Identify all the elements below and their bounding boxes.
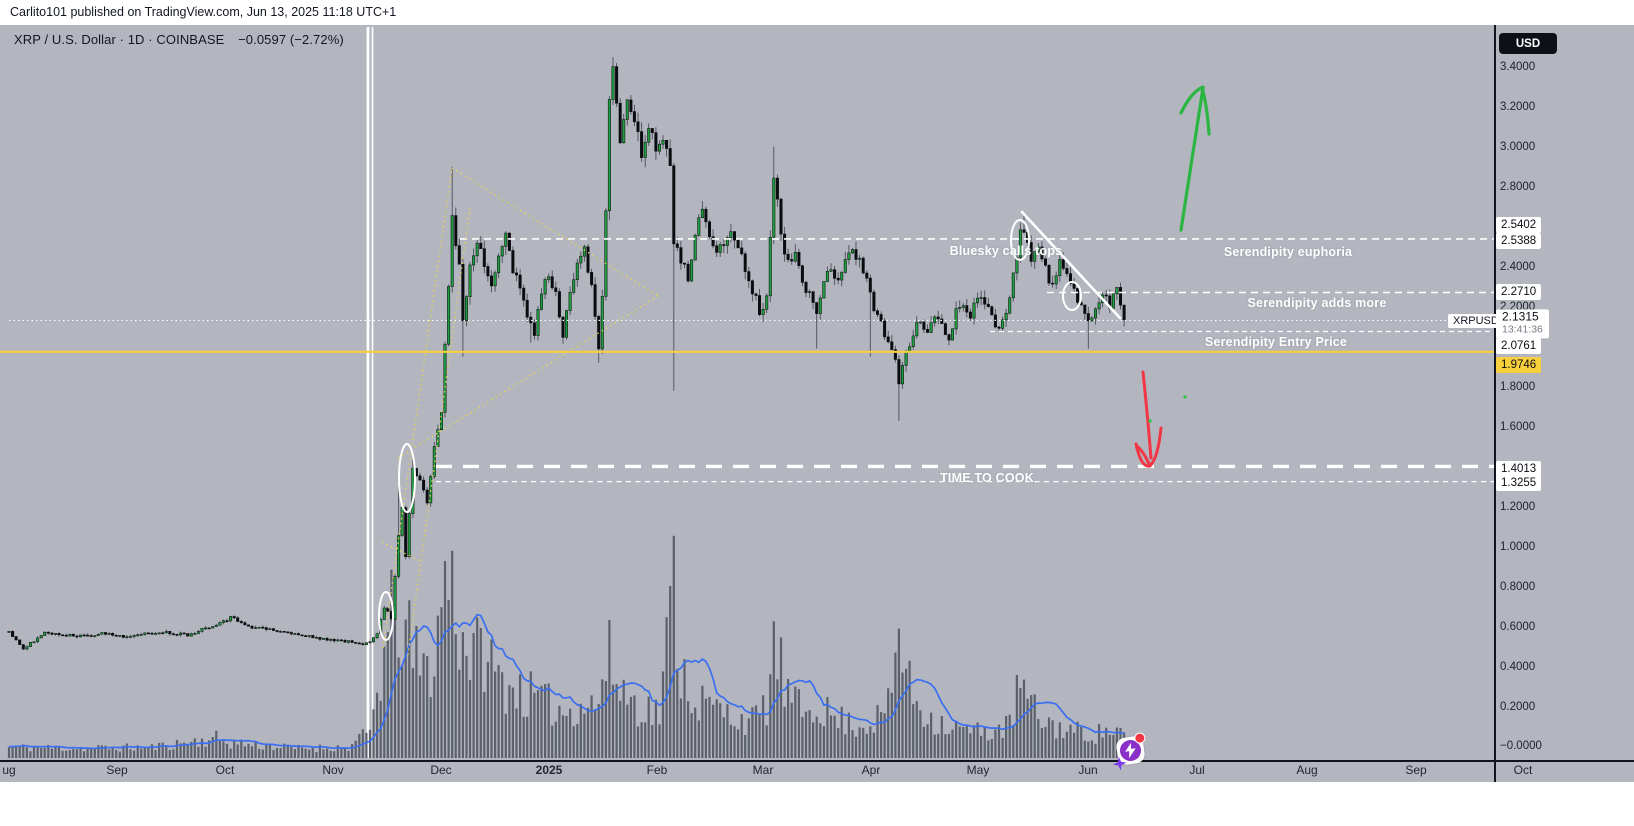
time-axis-border — [0, 760, 1634, 762]
price-level-label: 2.5388 — [1496, 233, 1542, 249]
time-axis-label: Dec — [430, 763, 452, 777]
price-tick: 3.2000 — [1500, 101, 1536, 113]
publish-bar: Carlito101 published on TradingView.com,… — [0, 0, 1634, 25]
time-axis-label: Oct — [215, 763, 235, 777]
currency-toggle-button[interactable]: USD — [1499, 33, 1557, 54]
price-level-label: 2.0761 — [1496, 338, 1542, 354]
symbol-description[interactable]: XRP / U.S. Dollar · 1D · COINBASE — [14, 32, 225, 47]
price-tick: 2.4000 — [1500, 261, 1536, 273]
price-tick: 1.0000 — [1500, 541, 1536, 553]
time-axis-label: Mar — [752, 763, 774, 777]
last-price-label: 2.1315 13:41:36 — [1496, 309, 1549, 339]
price-level-label: 2.5402 — [1496, 217, 1542, 233]
price-level-label: 1.4013 — [1496, 461, 1542, 477]
price-tick: 3.4000 — [1500, 61, 1536, 73]
time-axis-label: Sep — [1405, 763, 1427, 777]
time-axis-label: Oct — [1513, 763, 1533, 777]
price-tick: 1.6000 — [1500, 421, 1536, 433]
price-tick: 1.8000 — [1500, 381, 1536, 393]
time-axis-label: Feb — [646, 763, 668, 777]
price-level-label: 1.3255 — [1496, 475, 1542, 491]
time-axis-label: 2025 — [535, 763, 563, 777]
annotation-time-to-cook: TIME TO COOK — [940, 471, 1034, 485]
time-axis-label: May — [966, 763, 990, 777]
bar-countdown: 13:41:36 — [1502, 323, 1543, 336]
footer-bar: TradingView — [0, 782, 1634, 826]
annotation-bluesky-calls-tops: Bluesky calls tops — [949, 244, 1063, 258]
time-axis-label: ug — [2, 763, 16, 777]
spark-badge-icon[interactable] — [1112, 731, 1147, 771]
annotation-serendipity-euphoria: Serendipity euphoria — [1223, 245, 1353, 259]
price-change: −0.0597 (−2.72%) — [238, 32, 344, 47]
publish-attribution: Carlito101 published on TradingView.com,… — [10, 5, 397, 19]
price-tick: 3.0000 — [1500, 141, 1536, 153]
annotation-serendipity-adds-more: Serendipity adds more — [1247, 296, 1387, 310]
time-axis-label: Sep — [106, 763, 128, 777]
price-axis-border — [1494, 25, 1496, 782]
lightning-icon — [1118, 738, 1143, 763]
chart-legend[interactable]: XRP / U.S. Dollar · 1D · COINBASE −0.059… — [14, 32, 344, 47]
price-tick: 0.6000 — [1500, 621, 1536, 633]
price-tick: 0.8000 — [1500, 581, 1536, 593]
last-price-value: 2.1315 — [1502, 309, 1539, 324]
time-axis-label: Apr — [861, 763, 881, 777]
time-axis-label: Jul — [1189, 763, 1205, 777]
price-tick: 0.4000 — [1500, 661, 1536, 673]
annotation-serendipity-entry: Serendipity Entry Price — [1204, 335, 1348, 349]
price-tick: 0.2000 — [1500, 701, 1536, 713]
chart-background[interactable] — [0, 25, 1634, 782]
time-axis-label: Jun — [1078, 763, 1098, 777]
price-tick: −0.0000 — [1500, 740, 1542, 752]
time-axis-label: Nov — [322, 763, 344, 777]
symbol-price-tag: XRPUSD — [1448, 314, 1504, 328]
price-level-label: 2.2710 — [1496, 284, 1542, 300]
yellow-level-label: 1.9746 — [1496, 357, 1542, 373]
time-axis-label: Aug — [1296, 763, 1318, 777]
price-tick: 2.8000 — [1500, 181, 1536, 193]
sparkle-icon — [1112, 756, 1127, 771]
price-tick: 1.2000 — [1500, 501, 1536, 513]
